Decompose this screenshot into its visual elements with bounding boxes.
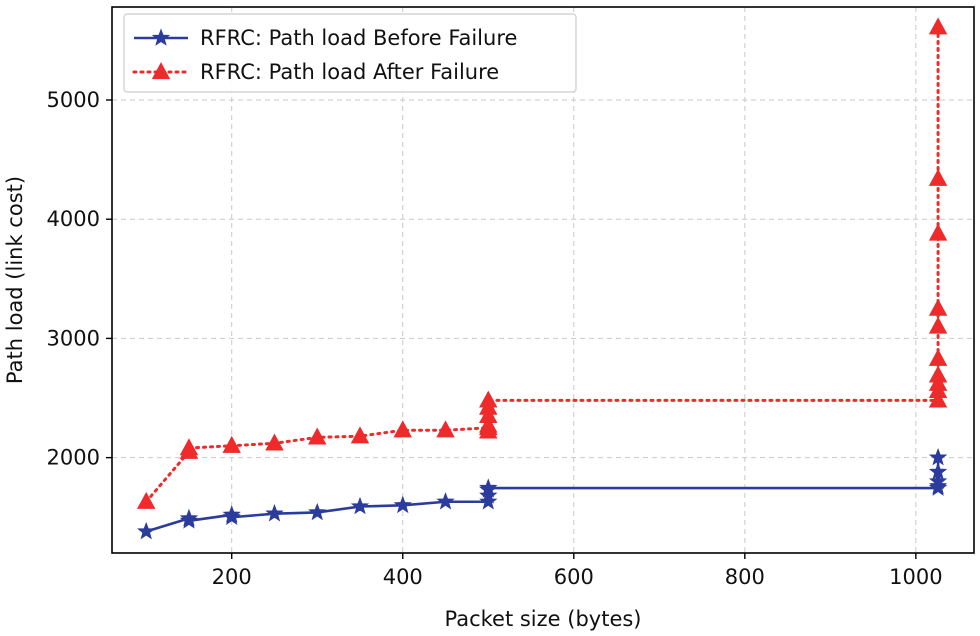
data-point bbox=[479, 390, 498, 408]
data-point bbox=[136, 491, 156, 509]
legend-label-after-failure: RFRC: Path load After Failure bbox=[200, 60, 499, 84]
y-tick-label: 5000 bbox=[47, 88, 100, 112]
data-point bbox=[265, 504, 284, 522]
data-point bbox=[928, 316, 948, 334]
legend-marker bbox=[151, 62, 171, 80]
x-tick-label: 400 bbox=[383, 565, 423, 589]
data-point bbox=[179, 511, 199, 529]
data-point bbox=[308, 427, 327, 445]
legend-label-before-failure: RFRC: Path load Before Failure bbox=[200, 26, 517, 50]
data-point bbox=[928, 17, 948, 35]
data-point bbox=[350, 496, 370, 515]
legend-entry-before-failure: RFRC: Path load Before Failure bbox=[134, 26, 517, 50]
x-tick-label: 200 bbox=[212, 565, 252, 589]
x-tick-label: 600 bbox=[554, 565, 594, 589]
data-point bbox=[350, 426, 370, 444]
data-point bbox=[928, 447, 948, 466]
x-tick-label: 800 bbox=[725, 565, 765, 589]
data-point bbox=[179, 438, 199, 456]
series-layer bbox=[136, 17, 948, 540]
data-point bbox=[436, 420, 455, 438]
data-point bbox=[479, 486, 498, 504]
y-tick-label: 4000 bbox=[47, 207, 100, 231]
series-line bbox=[145, 457, 940, 533]
legend-entry-after-failure: RFRC: Path load After Failure bbox=[132, 60, 499, 84]
data-point bbox=[393, 420, 412, 438]
data-point bbox=[928, 471, 948, 490]
legend-marker bbox=[151, 28, 171, 46]
grid bbox=[112, 7, 974, 553]
x-axis-label: Packet size (bytes) bbox=[444, 607, 641, 631]
legend: RFRC: Path load Before Failure RFRC: Pat… bbox=[123, 13, 577, 93]
data-point bbox=[479, 415, 498, 433]
data-point bbox=[928, 348, 948, 366]
series-line bbox=[144, 25, 940, 504]
data-point bbox=[308, 502, 327, 521]
data-point bbox=[479, 478, 498, 496]
data-point bbox=[928, 365, 948, 383]
y-axis-label: Path load (link cost) bbox=[3, 176, 27, 384]
axis-ticks: 200 400 600 800 1000 2000 3000 4000 5000 bbox=[47, 88, 943, 589]
data-point bbox=[928, 373, 948, 391]
data-point bbox=[928, 223, 948, 241]
data-point bbox=[479, 492, 498, 510]
series-1 bbox=[136, 17, 948, 509]
y-tick-label: 2000 bbox=[47, 446, 100, 470]
data-point bbox=[137, 521, 156, 540]
series-0 bbox=[137, 447, 948, 540]
x-tick-label: 1000 bbox=[889, 565, 942, 589]
data-point bbox=[265, 433, 284, 451]
data-point bbox=[479, 406, 498, 424]
data-point bbox=[928, 168, 948, 186]
data-point bbox=[436, 492, 455, 510]
data-point bbox=[928, 462, 948, 480]
data-point bbox=[222, 507, 241, 526]
legend-box bbox=[123, 13, 577, 93]
y-tick-label: 3000 bbox=[47, 326, 100, 350]
data-point bbox=[928, 298, 948, 316]
plot-frame bbox=[111, 6, 975, 554]
data-point bbox=[928, 390, 948, 408]
data-point bbox=[393, 495, 412, 514]
data-point bbox=[222, 435, 241, 453]
